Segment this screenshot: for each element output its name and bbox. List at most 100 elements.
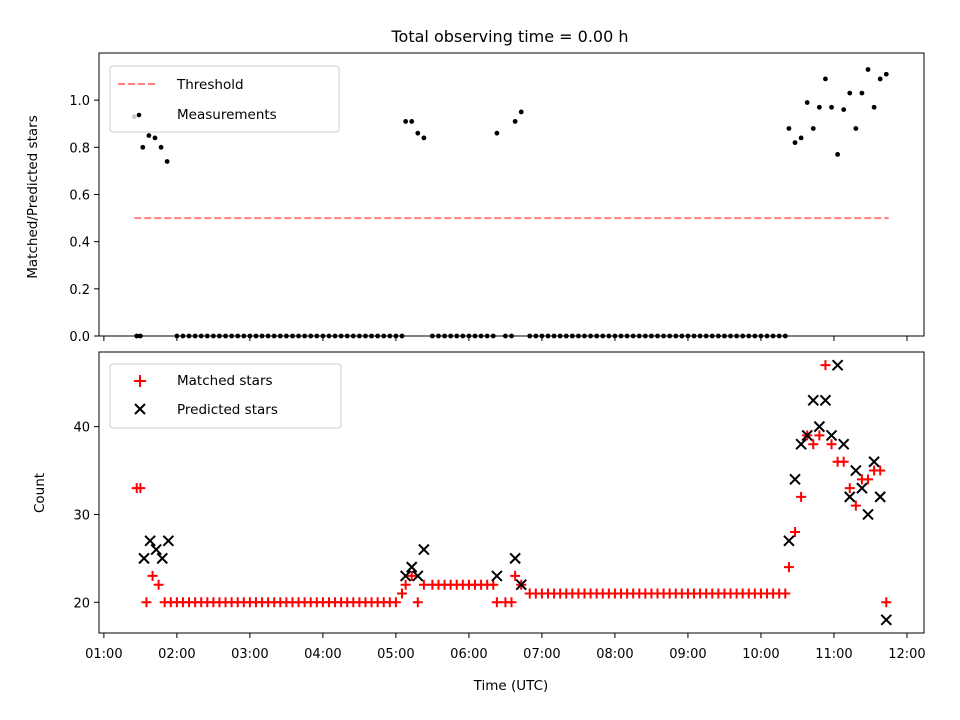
top-y-tick-label: 0.4 [69, 236, 90, 251]
measurement-point [421, 135, 427, 141]
bottom-y-ticks: 20 30 40 [73, 421, 99, 611]
predicted-star-point [150, 543, 162, 556]
bottom-y-tick-label: 40 [73, 421, 90, 436]
measurement-point [140, 144, 146, 150]
predicted-star-point [880, 614, 892, 626]
measurement-point [518, 109, 524, 115]
matched-star-point [400, 579, 411, 590]
measurement-point [816, 104, 822, 110]
measurement-point [847, 90, 853, 96]
matched-star-point [844, 483, 855, 494]
measurement-point [512, 118, 518, 124]
x-tick-label: 05:00 [377, 647, 414, 662]
measurement-point [146, 133, 152, 138]
predicted-star-point [156, 552, 168, 565]
predicted-star-point [406, 561, 418, 573]
predicted-star-point [874, 491, 886, 503]
measurement-point [792, 140, 798, 146]
predicted-star-point [509, 552, 521, 565]
top-y-ticks: 0.0 0.2 0.4 0.6 0.8 1.0 [69, 94, 99, 345]
top-axes-frame [98, 52, 925, 337]
top-legend-box [109, 65, 340, 133]
x-tick-label: 10:00 [742, 647, 779, 662]
measurements-legend-label: Measurements [177, 107, 277, 123]
predicted-star-point [807, 394, 819, 407]
top-y-tick-label: 0.6 [69, 189, 90, 204]
top-y-axis-label: Matched/Predicted stars [25, 115, 41, 278]
x-tick-label: 06:00 [450, 647, 487, 662]
predicted-star-point [813, 420, 826, 433]
predicted-star-point [819, 394, 832, 407]
matched-star-point [147, 570, 158, 581]
predicted-legend-label: Predicted stars [177, 402, 278, 418]
predicted-star-point [412, 570, 424, 582]
measurement-point [810, 126, 816, 131]
matched-legend-swatch [134, 375, 146, 387]
predicted-star-point [868, 456, 880, 468]
top-y-tick-label: 0.2 [69, 283, 90, 298]
x-tick-label: 09:00 [669, 647, 706, 662]
measurement-point [865, 67, 871, 72]
matched-star-point [796, 491, 807, 502]
measurement-point [786, 126, 792, 131]
bottom-y-tick-label: 30 [73, 508, 90, 523]
top-y-tick-label: 1.0 [69, 94, 90, 109]
measurement-point [859, 90, 865, 96]
matched-star-point [488, 579, 499, 590]
matched-star-point [510, 570, 521, 581]
count-points [131, 359, 892, 626]
measurement-point [823, 76, 828, 82]
measurement-point [877, 76, 883, 82]
matched-star-point [790, 527, 801, 538]
x-tick-label: 11:00 [815, 647, 852, 662]
measurement-point [158, 144, 164, 150]
predicted-star-point [515, 578, 527, 591]
measurement-point [164, 159, 170, 164]
x-axis-label: Time (UTC) [473, 678, 549, 694]
predicted-star-point [789, 473, 801, 486]
matched-legend-label: Matched stars [177, 373, 273, 389]
matched-star-point [418, 579, 429, 590]
x-tick-label: 12:00 [888, 647, 925, 662]
matched-star-point [491, 597, 502, 608]
matched-star-point [808, 439, 819, 450]
matched-star-point [838, 456, 849, 467]
measurement-point [804, 100, 810, 105]
matched-star-point [850, 500, 861, 511]
matched-star-point [396, 588, 407, 599]
measurement-point [841, 107, 847, 112]
measurement-point [829, 104, 834, 110]
matched-star-point [826, 439, 837, 450]
matched-star-point [153, 579, 164, 590]
bottom-legend: Matched stars Predicted stars [109, 363, 342, 429]
predicted-star-point [795, 438, 807, 450]
x-tick-label: 08:00 [596, 647, 633, 662]
predicted-star-point [850, 464, 862, 477]
predicted-star-point [862, 508, 874, 521]
matched-star-point [875, 465, 886, 476]
measurements-legend-swatch [136, 112, 142, 118]
measurement-point [835, 152, 841, 157]
predicted-star-point [825, 429, 838, 442]
measurement-point [798, 135, 804, 141]
top-y-tick-label: 0.0 [69, 330, 90, 345]
predicted-star-point [138, 552, 150, 565]
top-legend: Threshold Measurements [109, 65, 340, 133]
measurement-point [871, 104, 877, 110]
predicted-star-point [801, 429, 813, 442]
matched-star-point [780, 588, 791, 599]
predicted-legend-swatch [134, 403, 146, 415]
matched-star-point [412, 597, 423, 608]
top-y-tick-label: 0.8 [69, 141, 90, 156]
bottom-x-ticks: 01:00 02:00 03:00 04:00 05:00 06:00 07:00 08:00… [85, 633, 926, 662]
predicted-star-point [856, 482, 868, 494]
x-tick-label: 01:00 [85, 647, 122, 662]
predicted-star-point [783, 535, 795, 547]
bottom-y-tick-label: 20 [73, 596, 90, 611]
top-panel: Matched/Predicted stars 0.0 0.2 0.4 0.6 0.8 1… [25, 52, 925, 345]
matched-star-point [820, 360, 831, 371]
predicted-star-point [844, 491, 856, 503]
matched-star-point [814, 430, 825, 441]
predicted-star-point [418, 543, 430, 556]
